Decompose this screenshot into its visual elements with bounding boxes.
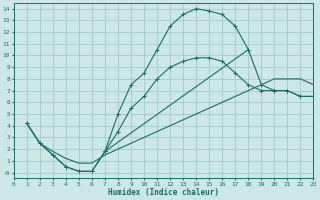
X-axis label: Humidex (Indice chaleur): Humidex (Indice chaleur) bbox=[108, 188, 219, 197]
